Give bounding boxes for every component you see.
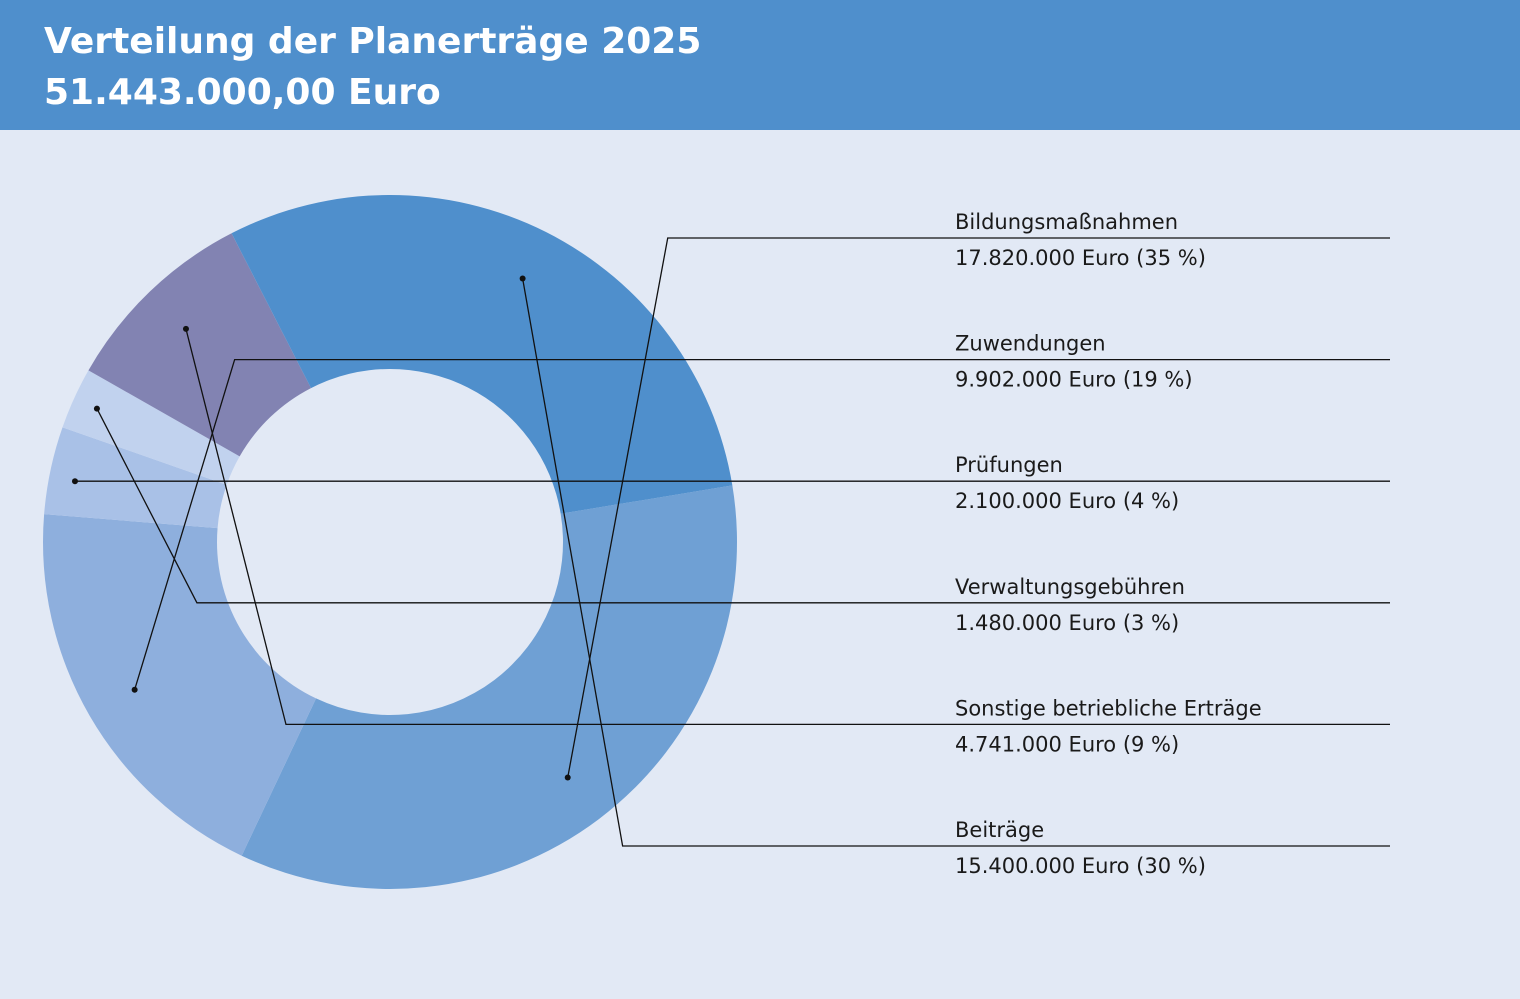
legend-label-sonstige-betriebliche-ertraege: Sonstige betriebliche Erträge bbox=[955, 696, 1262, 720]
page-title: Verteilung der Planerträge 2025 bbox=[44, 21, 702, 62]
leader-dot-sonstige-betriebliche-ertraege bbox=[182, 325, 189, 332]
legend-value-bildungsmassnahmen: 17.820.000 Euro (35 %) bbox=[955, 246, 1206, 270]
legend-value-verwaltungsgebuehren: 1.480.000 Euro (3 %) bbox=[955, 611, 1179, 635]
legend-value-zuwendungen: 9.902.000 Euro (19 %) bbox=[955, 368, 1193, 392]
legend-label-bildungsmassnahmen: Bildungsmaßnahmen bbox=[955, 210, 1178, 234]
leader-line-bildungsmassnahmen bbox=[567, 237, 1390, 778]
legend-label-beitraege: Beiträge bbox=[955, 818, 1044, 842]
legend-value-pruefungen: 2.100.000 Euro (4 %) bbox=[955, 489, 1179, 513]
page-subtitle: 51.443.000,00 Euro bbox=[44, 72, 441, 113]
leader-dot-zuwendungen bbox=[131, 686, 138, 693]
leader-line-beitraege bbox=[521, 278, 1390, 847]
leader-dot-pruefungen bbox=[71, 478, 78, 485]
donut-slices bbox=[43, 195, 737, 889]
slice-verwaltungsgebuehren bbox=[62, 370, 240, 485]
slice-bildungsmassnahmen bbox=[241, 485, 737, 889]
slice-pruefungen bbox=[44, 427, 227, 529]
leader-dot-bildungsmassnahmen bbox=[564, 774, 571, 781]
slice-zuwendungen bbox=[43, 514, 317, 856]
leader-line-verwaltungsgebuehren bbox=[96, 408, 1390, 604]
legend-label-verwaltungsgebuehren: Verwaltungsgebühren bbox=[955, 575, 1185, 599]
legend-value-beitraege: 15.400.000 Euro (30 %) bbox=[955, 854, 1206, 878]
slice-sonstige-betriebliche-ertraege bbox=[88, 233, 312, 457]
slice-beitraege bbox=[231, 195, 733, 514]
leader-dot-verwaltungsgebuehren bbox=[93, 405, 100, 412]
legend: Bildungsmaßnahmen 17.820.000 Euro (35 %) Z… bbox=[955, 210, 1262, 878]
legend-label-zuwendungen: Zuwendungen bbox=[955, 332, 1106, 356]
header-bar: Verteilung der Planerträge 2025 51.443.0… bbox=[0, 0, 1520, 130]
leader-lines bbox=[71, 237, 1390, 847]
legend-value-sonstige-betriebliche-ertraege: 4.741.000 Euro (9 %) bbox=[955, 732, 1179, 756]
leader-line-zuwendungen bbox=[134, 358, 1390, 690]
legend-label-pruefungen: Prüfungen bbox=[955, 453, 1063, 477]
leader-dot-beitraege bbox=[519, 275, 526, 282]
leader-line-sonstige-betriebliche-ertraege bbox=[185, 328, 1390, 726]
